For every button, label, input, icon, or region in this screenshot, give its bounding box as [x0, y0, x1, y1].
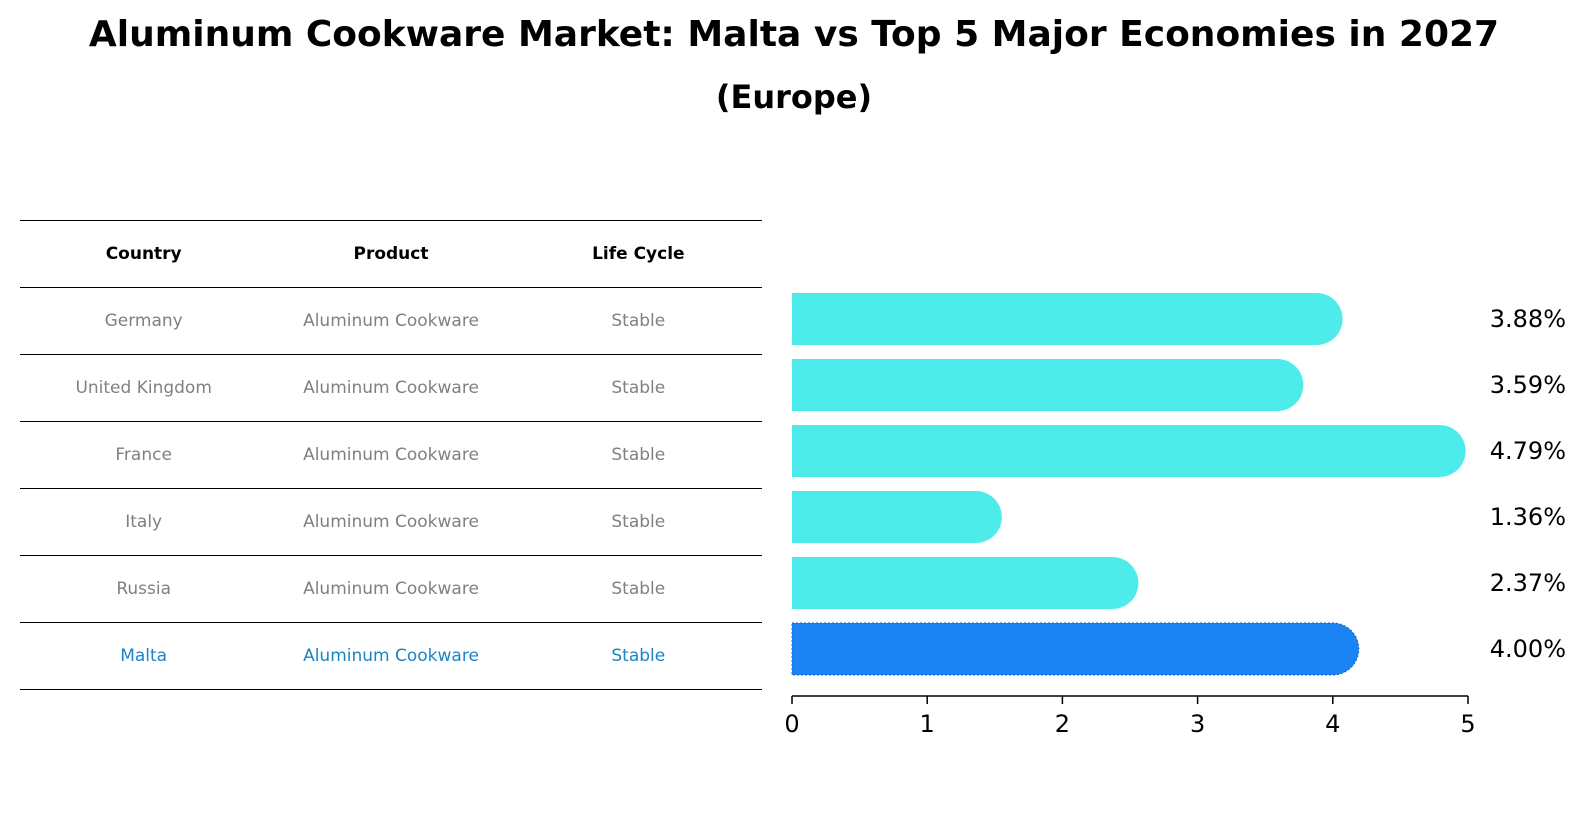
data-table: Country Product Life Cycle Germany Alumi…	[20, 220, 762, 690]
chart-title: Aluminum Cookware Market: Malta vs Top 5…	[88, 14, 1500, 55]
x-tick-label: 2	[1055, 710, 1070, 738]
header-life-cycle: Life Cycle	[592, 244, 685, 264]
country-cell: Malta	[120, 646, 168, 666]
table-header-row: Country Product Life Cycle	[20, 220, 762, 287]
header-product: Product	[353, 244, 429, 264]
x-tick-label: 0	[784, 710, 799, 738]
country-cell: Russia	[116, 579, 171, 599]
life-cycle-cell: Stable	[611, 512, 666, 532]
data-label: 3.59%	[1490, 371, 1566, 399]
table-row: Russia Aluminum Cookware Stable	[20, 555, 762, 622]
data-label: 1.36%	[1490, 503, 1566, 531]
data-label: 2.37%	[1490, 569, 1566, 597]
bar-united-kingdom	[792, 359, 1304, 411]
life-cycle-cell: Stable	[611, 378, 666, 398]
table-row: Italy Aluminum Cookware Stable	[20, 488, 762, 555]
table-row: United Kingdom Aluminum Cookware Stable	[20, 354, 762, 421]
x-tick-label: 5	[1460, 710, 1475, 738]
x-tick-label: 1	[920, 710, 935, 738]
life-cycle-cell: Stable	[611, 311, 666, 331]
data-label: 3.88%	[1490, 305, 1566, 333]
bar-france	[792, 425, 1466, 477]
header-country: Country	[105, 244, 182, 264]
country-cell: Italy	[125, 512, 163, 532]
table-row: Germany Aluminum Cookware Stable	[20, 287, 762, 354]
x-tick-label: 3	[1190, 710, 1205, 738]
table-row: France Aluminum Cookware Stable	[20, 421, 762, 488]
x-tick-label: 4	[1325, 710, 1340, 738]
life-cycle-cell: Stable	[611, 579, 666, 599]
bar-italy	[792, 491, 1002, 543]
product-cell: Aluminum Cookware	[303, 445, 479, 465]
data-label: 4.00%	[1490, 635, 1566, 663]
product-cell: Aluminum Cookware	[303, 378, 479, 398]
product-cell: Aluminum Cookware	[303, 646, 479, 666]
life-cycle-cell: Stable	[611, 646, 666, 666]
product-cell: Aluminum Cookware	[303, 579, 479, 599]
product-cell: Aluminum Cookware	[303, 512, 479, 532]
bar-germany	[792, 293, 1343, 345]
table-row-highlight: Malta Aluminum Cookware Stable	[20, 622, 762, 690]
country-cell: United Kingdom	[75, 378, 212, 398]
country-cell: Germany	[104, 311, 183, 331]
data-label: 4.79%	[1490, 437, 1566, 465]
bar-malta	[791, 622, 1360, 676]
life-cycle-cell: Stable	[611, 445, 666, 465]
bar-russia	[792, 557, 1139, 609]
country-cell: France	[115, 445, 172, 465]
chart-subtitle: (Europe)	[715, 78, 873, 116]
product-cell: Aluminum Cookware	[303, 311, 479, 331]
